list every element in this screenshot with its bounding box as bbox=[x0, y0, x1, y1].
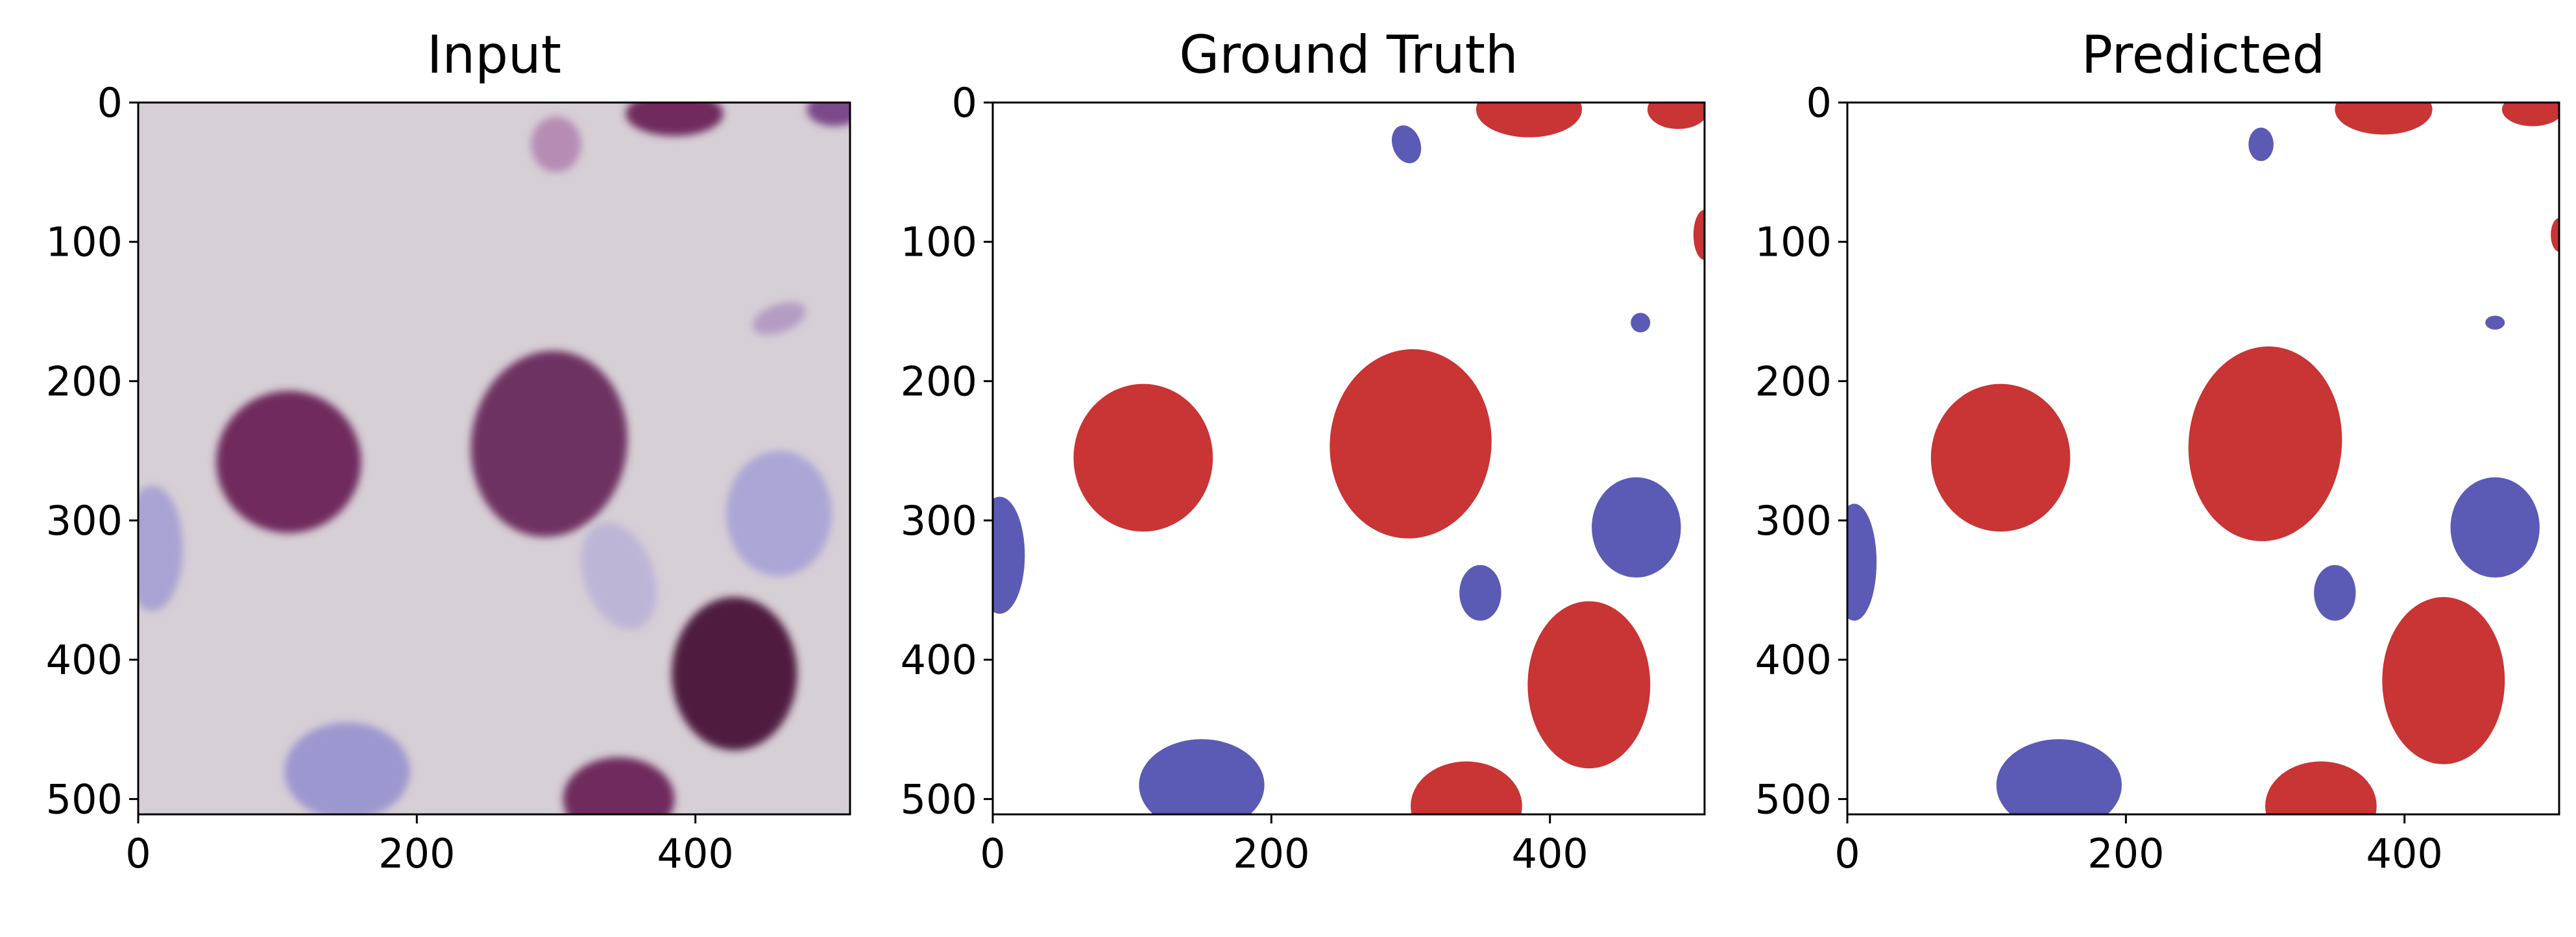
panel-input: Input 0 200 400 0 100 200 300 400 500 bbox=[46, 25, 851, 877]
mask-region bbox=[2265, 761, 2377, 814]
x-tick-label: 400 bbox=[2366, 830, 2443, 877]
y-tick-label: 300 bbox=[901, 497, 977, 544]
x-tick-label: 200 bbox=[1233, 830, 1309, 877]
mask-region bbox=[1847, 504, 1877, 621]
image-area bbox=[1847, 103, 2559, 814]
cell-blob bbox=[563, 757, 675, 814]
mask-region bbox=[2501, 103, 2559, 127]
x-tick-label: 0 bbox=[125, 830, 151, 877]
image-area bbox=[138, 103, 850, 814]
cell-blob bbox=[216, 391, 361, 533]
cell-blob bbox=[581, 522, 657, 630]
y-tick-label: 200 bbox=[901, 358, 977, 405]
mask-region bbox=[2248, 127, 2274, 162]
mask-region bbox=[1139, 739, 1265, 814]
mask-region bbox=[1476, 103, 1583, 138]
mask-region bbox=[1647, 103, 1705, 129]
mask-region bbox=[1527, 601, 1651, 769]
y-tick-label: 500 bbox=[1755, 775, 1832, 823]
y-tick-label: 0 bbox=[1806, 79, 1832, 127]
panel-ground-truth: Ground Truth 0 200 400 0 100 200 300 400 500 bbox=[901, 25, 1706, 877]
mask-region bbox=[1459, 565, 1501, 621]
axes-frame bbox=[991, 101, 1706, 816]
y-tick-label: 500 bbox=[46, 775, 123, 823]
panel-title: Predicted bbox=[2082, 25, 2326, 85]
y-tick-label: 100 bbox=[1755, 219, 1832, 266]
mask-region bbox=[2382, 597, 2505, 764]
mask-region bbox=[2485, 315, 2505, 330]
mask-region bbox=[2314, 565, 2356, 621]
y-tick-label: 0 bbox=[97, 79, 123, 127]
mask-region bbox=[1330, 349, 1492, 539]
mask-region bbox=[1631, 313, 1651, 333]
x-tick-label: 0 bbox=[1834, 830, 1860, 877]
image-area bbox=[993, 103, 1705, 814]
mask-region bbox=[2188, 346, 2342, 542]
y-tick-label: 100 bbox=[901, 219, 977, 266]
panel-title: Input bbox=[427, 25, 561, 85]
y-tick-label: 400 bbox=[46, 637, 123, 684]
cell-blob bbox=[725, 450, 832, 576]
axes-frame bbox=[1846, 101, 2560, 816]
mask-region bbox=[1592, 477, 1681, 578]
x-tick-label: 0 bbox=[980, 830, 1005, 877]
panel-predicted: Predicted 0 200 400 0 100 200 300 400 500 bbox=[1755, 25, 2560, 877]
mask-region bbox=[2551, 218, 2559, 252]
x-tick-label: 200 bbox=[2087, 830, 2164, 877]
mask-region bbox=[1391, 125, 1422, 164]
y-tick-label: 100 bbox=[46, 219, 123, 266]
y-tick-label: 400 bbox=[1755, 637, 1832, 684]
cell-blob bbox=[531, 116, 581, 173]
mask-region bbox=[1996, 739, 2122, 814]
cell-blob bbox=[626, 103, 723, 136]
cell-blob bbox=[752, 302, 806, 335]
cell-blob bbox=[672, 597, 797, 751]
mask-region bbox=[2335, 103, 2433, 135]
mask-region bbox=[1930, 383, 2071, 532]
x-tick-label: 400 bbox=[657, 830, 734, 877]
y-tick-label: 200 bbox=[46, 358, 123, 405]
y-tick-label: 500 bbox=[901, 775, 977, 823]
y-tick-label: 0 bbox=[952, 79, 977, 127]
panel-title: Ground Truth bbox=[1179, 25, 1518, 85]
x-tick-label: 200 bbox=[378, 830, 455, 877]
mask-region bbox=[2450, 477, 2540, 578]
mask-region bbox=[1693, 210, 1705, 260]
y-tick-label: 200 bbox=[1755, 358, 1832, 405]
cell-blob bbox=[807, 103, 850, 127]
y-tick-label: 400 bbox=[901, 637, 977, 684]
mask-region bbox=[1411, 761, 1522, 814]
axes-frame bbox=[137, 101, 851, 816]
mask-region bbox=[1073, 383, 1213, 532]
cell-blob bbox=[284, 722, 410, 814]
mask-region bbox=[993, 496, 1025, 614]
y-tick-label: 300 bbox=[1755, 497, 1832, 544]
y-tick-label: 300 bbox=[46, 497, 123, 544]
x-tick-label: 400 bbox=[1512, 830, 1588, 877]
cell-blob bbox=[470, 350, 628, 537]
cell-blob bbox=[138, 485, 183, 611]
